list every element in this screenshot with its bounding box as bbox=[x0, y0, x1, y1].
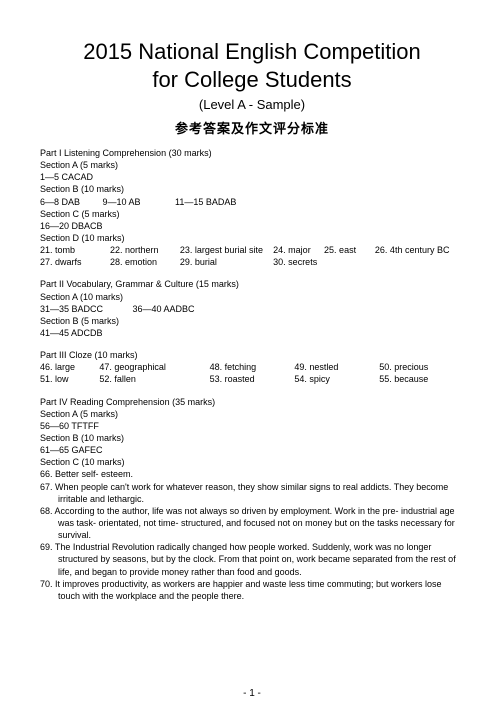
r2c2: 52. fallen bbox=[99, 373, 209, 385]
p1-secB-c1: 6—8 DAB bbox=[40, 196, 100, 208]
cn-heading: 参考答案及作文评分标准 bbox=[40, 118, 464, 137]
p2-secA-c1: 31—35 BADCC bbox=[40, 303, 130, 315]
r1c5: 50. precious bbox=[379, 361, 464, 373]
d26: 26. 4th century BC bbox=[375, 244, 450, 256]
d23: 23. largest burial site bbox=[180, 244, 273, 256]
d22: 22. northern bbox=[110, 244, 180, 256]
q70: 70. It improves productivity, as workers… bbox=[40, 578, 464, 602]
p1-secD-row2: 27. dwarfs28. emotion29. burial30. secre… bbox=[40, 256, 464, 268]
d30: 30. secrets bbox=[273, 256, 343, 268]
p4-secA-head: Section A (5 marks) bbox=[40, 408, 464, 420]
p1-secB-c3: 11—15 BADAB bbox=[175, 196, 236, 208]
subtitle: (Level A - Sample) bbox=[40, 97, 464, 112]
p2-secA-row: 31—35 BADCC 36—40 AADBC bbox=[40, 303, 464, 315]
p1-secB-c2: 9—10 AB bbox=[103, 196, 173, 208]
p1-secA-line: 1—5 CACAD bbox=[40, 171, 464, 183]
page-number: - 1 - bbox=[0, 688, 504, 699]
d21: 21. tomb bbox=[40, 244, 110, 256]
p4-secC-head: Section C (10 marks) bbox=[40, 456, 464, 468]
p1-secB-row: 6—8 DAB 9—10 AB 11—15 BADAB bbox=[40, 196, 464, 208]
r2c4: 54. spicy bbox=[294, 373, 379, 385]
r1c1: 46. large bbox=[40, 361, 99, 373]
q68: 68. According to the author, life was no… bbox=[40, 505, 464, 541]
d25: 25. east bbox=[324, 244, 375, 256]
p2-secB-line: 41—45 ADCDB bbox=[40, 327, 464, 339]
part2-header: Part II Vocabulary, Grammar & Culture (1… bbox=[40, 278, 464, 290]
p1-secC-head: Section C (5 marks) bbox=[40, 208, 464, 220]
p4-secB-line: 61—65 GAFEC bbox=[40, 444, 464, 456]
part1-header: Part I Listening Comprehension (30 marks… bbox=[40, 147, 464, 159]
main-title-line1: 2015 National English Competition bbox=[40, 38, 464, 66]
p3-row1: 46. large47. geographical48. fetching49.… bbox=[40, 361, 464, 373]
d24: 24. major bbox=[273, 244, 324, 256]
q66: 66. Better self- esteem. bbox=[40, 468, 464, 480]
p4-secA-line: 56—60 TFTFF bbox=[40, 420, 464, 432]
main-title-line2: for College Students bbox=[40, 66, 464, 94]
q67: 67. When people can't work for whatever … bbox=[40, 481, 464, 505]
q69: 69. The Industrial Revolution radically … bbox=[40, 541, 464, 577]
r1c2: 47. geographical bbox=[99, 361, 209, 373]
p1-secC-line: 16—20 DBACB bbox=[40, 220, 464, 232]
r2c1: 51. low bbox=[40, 373, 99, 385]
p2-secB-head: Section B (5 marks) bbox=[40, 315, 464, 327]
r1c4: 49. nestled bbox=[294, 361, 379, 373]
d28: 28. emotion bbox=[110, 256, 180, 268]
r2c3: 53. roasted bbox=[210, 373, 295, 385]
r1c3: 48. fetching bbox=[210, 361, 295, 373]
p1-secD-head: Section D (10 marks) bbox=[40, 232, 464, 244]
part3-header: Part III Cloze (10 marks) bbox=[40, 349, 464, 361]
p1-secA-head: Section A (5 marks) bbox=[40, 159, 464, 171]
d27: 27. dwarfs bbox=[40, 256, 110, 268]
r2c5: 55. because bbox=[379, 373, 464, 385]
content-body: Part I Listening Comprehension (30 marks… bbox=[40, 147, 464, 602]
title-block: 2015 National English Competition for Co… bbox=[40, 38, 464, 137]
p2-secA-c2: 36—40 AADBC bbox=[133, 303, 195, 315]
d29: 29. burial bbox=[180, 256, 273, 268]
p4-secB-head: Section B (10 marks) bbox=[40, 432, 464, 444]
p3-row2: 51. low52. fallen53. roasted54. spicy55.… bbox=[40, 373, 464, 385]
part4-header: Part IV Reading Comprehension (35 marks) bbox=[40, 396, 464, 408]
p1-secB-head: Section B (10 marks) bbox=[40, 183, 464, 195]
p2-secA-head: Section A (10 marks) bbox=[40, 291, 464, 303]
p1-secD-row1: 21. tomb22. northern23. largest burial s… bbox=[40, 244, 464, 256]
